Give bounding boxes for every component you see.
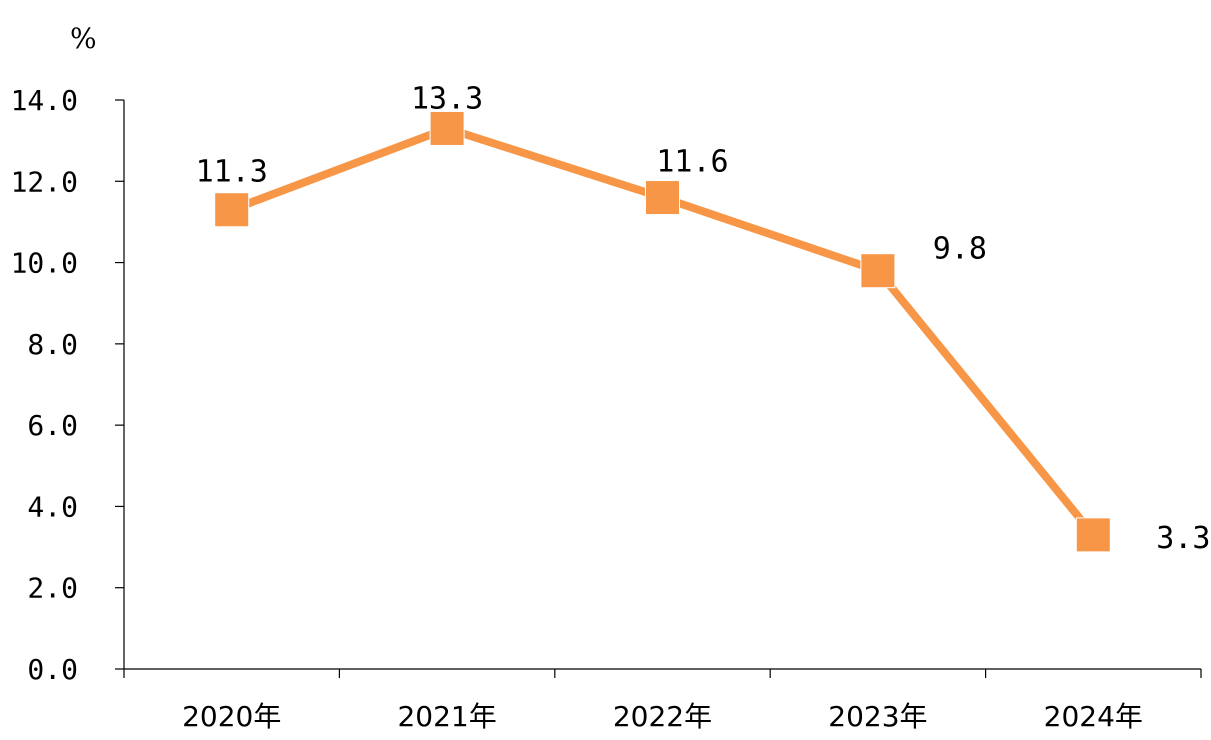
data-label: 11.3 — [196, 155, 268, 190]
y-tick-label: 8.0 — [27, 328, 78, 361]
x-tick-label: 2023年 — [828, 700, 927, 733]
x-tick-label: 2022年 — [613, 700, 712, 733]
y-axis-ticks: 0.0 2.0 4.0 6.0 8.0 10.0 12.0 14.0 — [11, 84, 124, 686]
y-tick-label: 0.0 — [27, 653, 78, 686]
data-label: 3.3 — [1156, 521, 1210, 556]
y-tick-label: 4.0 — [27, 490, 78, 523]
series-layer — [214, 110, 1111, 553]
x-tick-label: 2020年 — [182, 700, 281, 733]
axes — [123, 100, 1201, 670]
data-point-marker — [860, 253, 896, 289]
data-labels-layer: 11.3 13.3 11.6 9.8 3.3 — [196, 81, 1211, 555]
data-point-marker — [429, 110, 465, 146]
x-axis-ticks: 2020年 2021年 2022年 2023年 2024年 — [123, 669, 1202, 733]
x-tick-label: 2024年 — [1044, 700, 1143, 733]
data-label: 13.3 — [411, 81, 483, 116]
data-point-marker — [1075, 517, 1111, 553]
y-axis-unit-label: % — [70, 22, 97, 55]
data-label: 11.6 — [656, 145, 728, 180]
y-tick-label: 6.0 — [27, 409, 78, 442]
y-tick-label: 2.0 — [27, 572, 78, 605]
y-tick-label: 12.0 — [11, 165, 78, 198]
x-tick-label: 2021年 — [397, 700, 496, 733]
data-point-marker — [214, 192, 250, 228]
data-point-marker — [645, 180, 680, 216]
y-tick-label: 14.0 — [11, 84, 78, 117]
data-label: 9.8 — [933, 232, 987, 267]
y-tick-label: 10.0 — [11, 247, 78, 280]
